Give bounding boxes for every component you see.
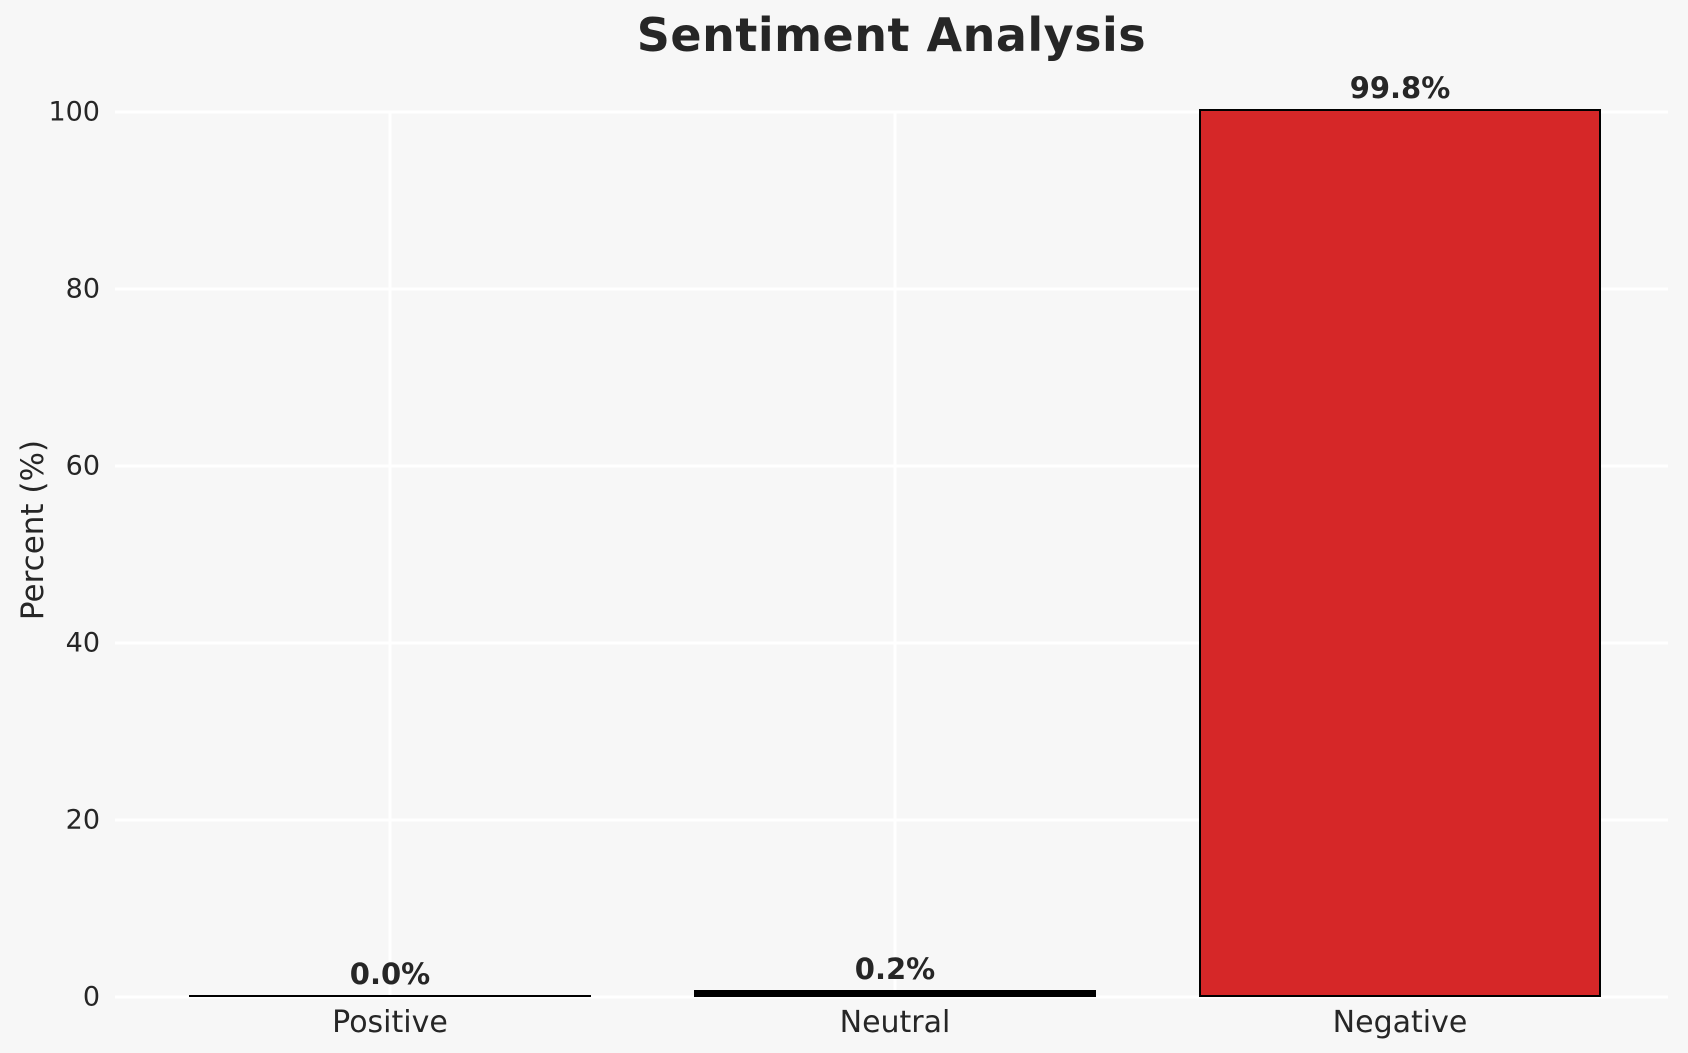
y-tick-label: 100 bbox=[48, 96, 100, 128]
y-tick-label: 0 bbox=[82, 981, 100, 1013]
bar-value-label: 99.8% bbox=[1349, 70, 1451, 105]
y-tick-label: 20 bbox=[65, 804, 100, 836]
x-gridline bbox=[388, 112, 392, 997]
y-gridline bbox=[115, 818, 1668, 822]
x-tick-label: Positive bbox=[332, 1005, 448, 1040]
x-tick-label: Negative bbox=[1332, 1005, 1468, 1040]
y-gridline bbox=[115, 110, 1668, 114]
chart-title: Sentiment Analysis bbox=[636, 8, 1147, 62]
plot-area: 0 20 40 60 80 100 0.0% Positive 0.2% Neutral 99.8%… bbox=[48, 73, 1668, 1040]
y-tick-label: 60 bbox=[65, 450, 100, 482]
y-tick-label: 80 bbox=[65, 273, 100, 305]
y-gridline bbox=[115, 641, 1668, 645]
x-tick-label: Neutral bbox=[839, 1005, 951, 1040]
bar-value-label: 0.2% bbox=[854, 952, 936, 987]
y-tick-label: 40 bbox=[65, 627, 100, 659]
y-gridline bbox=[115, 464, 1668, 468]
bar-positive bbox=[189, 995, 591, 998]
bar-value-label: 0.0% bbox=[349, 957, 431, 992]
y-gridline bbox=[115, 995, 1668, 999]
bar-neutral bbox=[694, 990, 1096, 997]
bar-negative bbox=[1199, 108, 1601, 997]
x-gridline bbox=[893, 112, 897, 997]
y-gridline bbox=[115, 287, 1668, 291]
